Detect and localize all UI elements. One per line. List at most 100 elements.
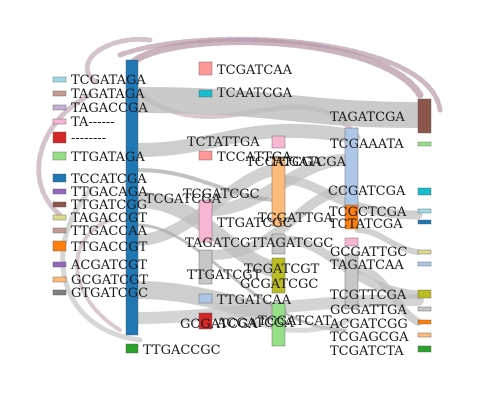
node-n14[interactable] xyxy=(52,276,67,283)
node-label: TTGATCGT xyxy=(187,268,262,283)
node-label: TCGATAGA xyxy=(71,73,146,88)
node-n18[interactable] xyxy=(198,89,213,98)
node-n29[interactable] xyxy=(344,204,359,230)
node-label: TCTATTGA xyxy=(187,135,260,150)
node-label: TCGTTCGA xyxy=(330,288,407,303)
node-label: TCGATCGA xyxy=(145,192,222,207)
node-n04[interactable] xyxy=(52,118,67,125)
node-n43[interactable] xyxy=(344,253,359,310)
node-n41[interactable] xyxy=(417,261,432,267)
flow-link xyxy=(136,223,347,332)
node-n50[interactable] xyxy=(198,199,213,243)
node-n32[interactable] xyxy=(271,257,286,294)
node-label: -------- xyxy=(71,131,106,146)
node-label: TCGATTGA xyxy=(258,211,334,226)
node-label: ACGATCGG xyxy=(329,317,408,332)
node-n27[interactable] xyxy=(198,312,213,330)
node-label: TCGAGCGA xyxy=(330,330,409,345)
node-label: TCGATCTA xyxy=(330,344,404,359)
node-n37[interactable] xyxy=(417,187,432,196)
node-n38[interactable] xyxy=(417,208,432,214)
node-n12[interactable] xyxy=(52,240,67,252)
node-label: GCGATTGC xyxy=(330,245,407,260)
flow-link xyxy=(36,92,93,218)
node-n40b[interactable] xyxy=(417,249,432,255)
node-n31[interactable] xyxy=(271,233,286,255)
node-label: TTGATAGA xyxy=(71,150,145,165)
node-n17[interactable] xyxy=(198,61,213,76)
node-n10[interactable] xyxy=(52,214,67,221)
node-n45[interactable] xyxy=(417,332,432,338)
flow-link xyxy=(117,36,443,113)
node-n35[interactable] xyxy=(417,98,432,134)
node-n36[interactable] xyxy=(417,141,432,147)
node-n02[interactable] xyxy=(52,90,67,97)
node-label: GCGATCGC xyxy=(240,277,318,292)
node-label: TCAATCGA xyxy=(217,86,293,101)
node-label: TAGACCGA xyxy=(71,101,148,116)
node-n15[interactable] xyxy=(52,289,67,296)
flow-link xyxy=(136,168,282,202)
node-label: CCGATCGA xyxy=(328,184,406,199)
node-n34[interactable] xyxy=(271,302,286,347)
node-label: GCGATTGA xyxy=(330,303,407,318)
node-label: TAGATCAA xyxy=(330,258,404,273)
flow-link xyxy=(75,218,122,332)
node-label: TTGACAGA xyxy=(71,185,148,200)
flow-link xyxy=(131,123,352,157)
node-n39[interactable] xyxy=(417,219,432,225)
node-label: GCGATCGT xyxy=(71,273,148,288)
node-n19[interactable] xyxy=(271,135,286,149)
node-label: TCGATCAA xyxy=(217,63,293,78)
node-n07[interactable] xyxy=(52,173,67,183)
nodes xyxy=(52,59,432,354)
flow-link xyxy=(130,192,285,278)
node-n46[interactable] xyxy=(417,345,432,353)
node-label: TTGATCGC xyxy=(217,216,293,231)
flow-link xyxy=(125,87,431,128)
node-n06[interactable] xyxy=(52,151,67,161)
flow-link xyxy=(84,36,153,85)
node-label: TTGATCGG xyxy=(71,198,147,213)
node-label: TCGCTCGA xyxy=(329,205,407,220)
node-label: ACGATCGA xyxy=(216,316,294,331)
node-n47[interactable] xyxy=(125,59,139,336)
node-label: ACGATCGT xyxy=(70,258,147,273)
node-n42[interactable] xyxy=(417,289,432,299)
node-n03[interactable] xyxy=(52,104,67,111)
node-n40[interactable] xyxy=(344,237,359,247)
node-labels: TCGATAGA TAGATAGA TAGACCGA TA------ ----… xyxy=(70,63,409,359)
node-label: TTGACCGC xyxy=(143,343,221,358)
flow-link xyxy=(355,227,421,255)
node-label: TAGATCGA xyxy=(330,110,405,125)
node-n05[interactable] xyxy=(52,131,67,144)
node-label: GCGATCGA xyxy=(180,317,258,332)
node-n11[interactable] xyxy=(52,227,67,234)
node-n26[interactable] xyxy=(198,293,213,304)
node-n01[interactable] xyxy=(52,76,67,83)
node-n08[interactable] xyxy=(52,188,67,195)
node-label: TCCATCGA xyxy=(71,172,147,187)
node-n43b[interactable] xyxy=(417,306,432,312)
node-label: TAGACCGT xyxy=(71,211,147,226)
node-n49[interactable] xyxy=(271,157,286,227)
node-label: TCGATCGA xyxy=(270,155,347,170)
flow-link xyxy=(60,187,143,343)
node-n20[interactable] xyxy=(198,150,213,161)
node-label: TCCATCGA xyxy=(246,155,322,170)
node-n44[interactable] xyxy=(417,319,432,325)
node-label: TAGATCGC xyxy=(258,236,333,251)
node-label: TA------ xyxy=(71,115,115,130)
node-n13[interactable] xyxy=(52,261,67,268)
node-label: TTGACCAA xyxy=(71,224,148,239)
node-label: TCGAAATA xyxy=(330,137,404,152)
node-label: TCGATCAT xyxy=(258,314,332,329)
node-n09[interactable] xyxy=(52,201,67,208)
node-n16[interactable] xyxy=(125,343,139,354)
flow-link xyxy=(280,235,423,300)
node-n22[interactable] xyxy=(198,249,213,285)
node-label: TAGATCGT xyxy=(185,236,259,251)
node-label: TCGATCGC xyxy=(183,187,260,202)
